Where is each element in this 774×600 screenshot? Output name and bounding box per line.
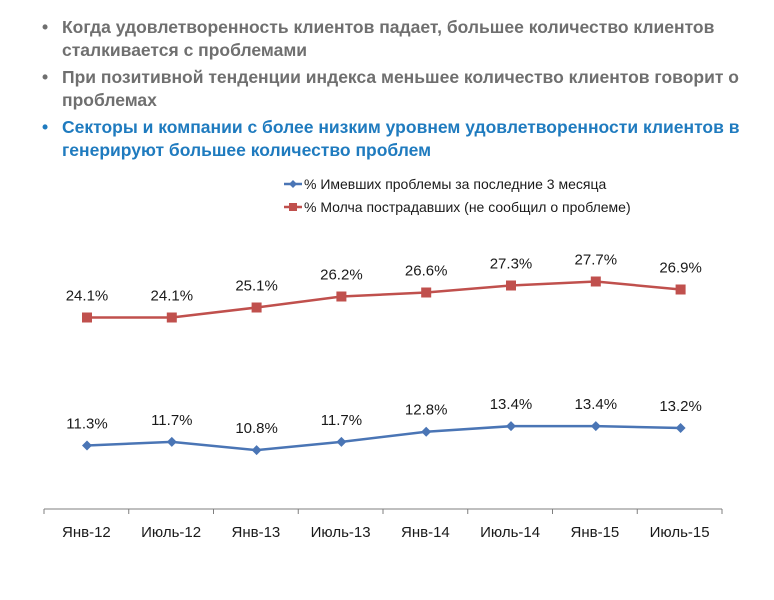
x-tick-label: Янв-13 [231,524,280,541]
bullet-item: • Секторы и компании с более низким уровн… [38,116,758,162]
data-label: 11.3% [66,416,107,433]
data-point-square [251,302,262,313]
series-line [86,424,681,452]
data-point-square [421,287,432,298]
bullet-dot-icon: • [42,117,49,137]
data-label: 25.1% [235,278,278,295]
x-tick-label: Июль-15 [650,524,710,541]
legend-diamond-icon [289,180,297,188]
data-point-square [590,276,601,287]
x-tick-label: Янв-15 [570,524,619,541]
x-tick-label: Янв-12 [62,524,111,541]
legend-square-icon [289,203,297,211]
data-label: 27.7% [575,252,618,269]
data-label: 11.7% [151,412,192,429]
data-point-square [675,284,686,295]
bullet-dot-icon: • [42,17,49,37]
data-label: 10.8% [235,420,278,437]
legend-label: % Имевших проблемы за последние 3 месяца [304,176,606,192]
bullet-item: • Когда удовлетворенность клиентов падает… [38,16,758,62]
x-tick-label: Июль-14 [480,524,540,541]
data-label: 24.1% [66,288,109,305]
x-tick-label: Июль-13 [311,524,371,541]
data-point-square [166,312,177,323]
data-label: 11.7% [321,412,362,429]
data-point-square [336,291,347,302]
data-point-diamond [251,445,262,456]
series-line [87,280,681,319]
bullet-text: Секторы и компании с более низким уровне… [62,117,740,160]
data-label: 26.2% [320,267,363,284]
data-label: 24.1% [151,288,194,305]
data-point-diamond [590,421,601,432]
data-label: 26.9% [659,260,702,277]
bullet-text: Когда удовлетворенность клиентов падает,… [62,17,715,60]
bullet-text: При позитивной тенденции индекса меньшее… [62,67,739,110]
data-point-diamond [421,426,432,437]
data-point-diamond [506,421,516,432]
data-point-diamond [166,436,177,447]
data-point-diamond [675,423,686,434]
bullet-list: • Когда удовлетворенность клиентов падает… [38,16,758,166]
legend-entry: % Молча пострадавших (не сообщил о пробл… [284,199,631,215]
data-label: 13.2% [659,398,702,415]
legend-entry: % Имевших проблемы за последние 3 месяца [284,176,606,192]
x-tick-label: Янв-14 [401,524,450,541]
data-point-square [82,312,92,323]
data-label: 27.3% [490,256,533,273]
x-tick-label: Июль-12 [141,524,201,541]
data-point-diamond [82,440,92,451]
bullet-item: • При позитивной тенденции индекса меньше… [38,66,758,112]
data-label: 13.4% [490,396,533,413]
data-point-diamond [336,436,347,447]
legend-label: % Молча пострадавших (не сообщил о пробл… [304,199,631,215]
data-point-square [506,280,516,291]
data-label: 26.6% [405,263,448,280]
data-label: 12.8% [405,402,448,419]
data-label: 13.4% [575,396,618,413]
bullet-dot-icon: • [42,67,49,87]
